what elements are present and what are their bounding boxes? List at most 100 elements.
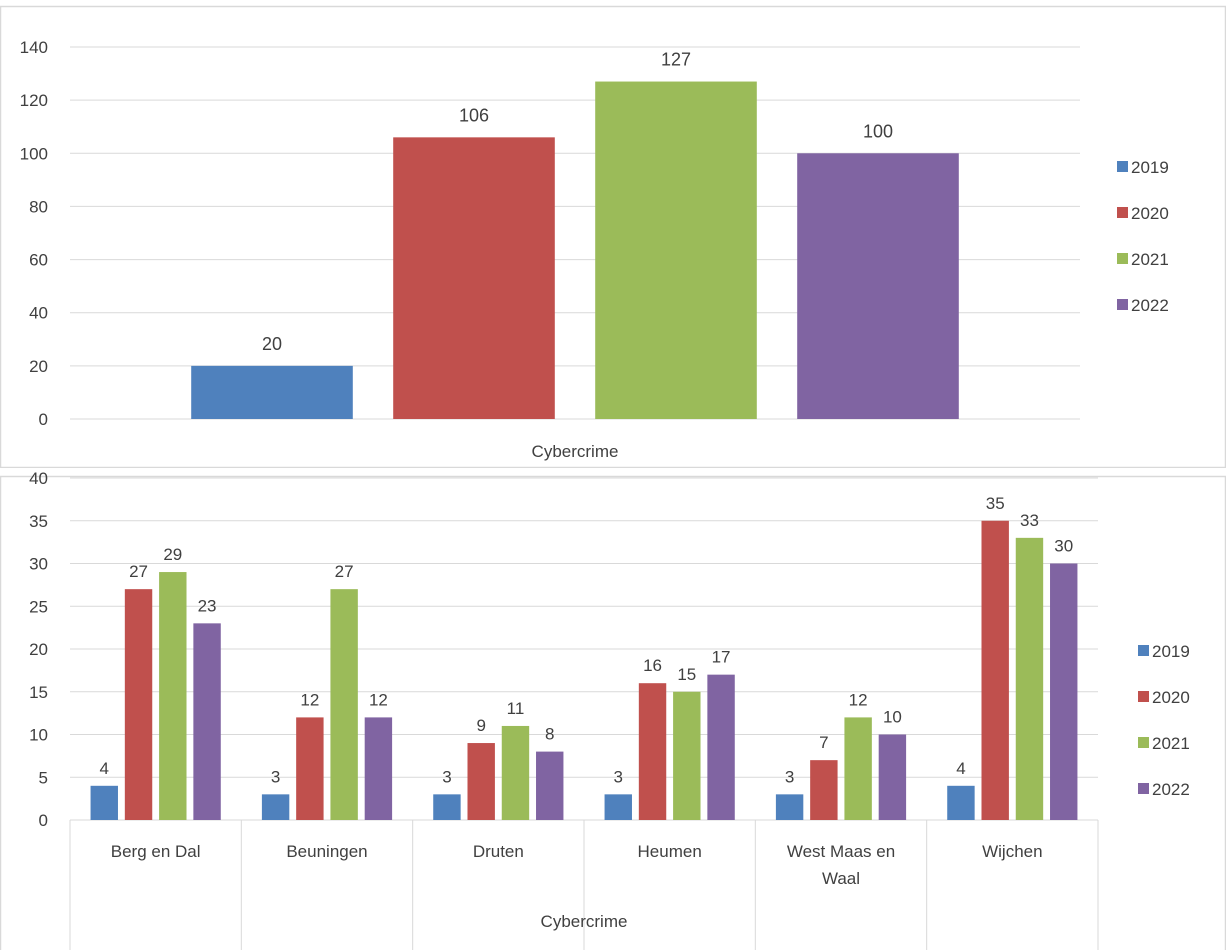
category-label: Heumen (638, 842, 702, 861)
bar-berg-en-dal-2019 (90, 785, 118, 820)
legend-label-2021: 2021 (1152, 734, 1190, 753)
bar-cybercrime-2021 (595, 81, 757, 420)
legend-label-2020: 2020 (1131, 204, 1169, 223)
legend-label-2021: 2021 (1131, 250, 1169, 269)
data-label-heumen-2019: 3 (614, 767, 623, 786)
data-label-cybercrime-2020: 106 (459, 105, 489, 125)
bar-druten-2019 (433, 794, 461, 820)
data-label-beuningen-2020: 12 (300, 690, 319, 709)
legend-swatch-2021 (1138, 737, 1149, 748)
legend-label-2020: 2020 (1152, 688, 1190, 707)
category-label: Druten (473, 842, 524, 861)
bar-wijchen-2021 (1015, 537, 1044, 820)
data-label-west-maas-en-waal-2019: 3 (785, 767, 794, 786)
data-label-west-maas-en-waal-2020: 7 (819, 733, 828, 752)
data-label-wijchen-2022: 30 (1054, 537, 1073, 556)
data-label-wijchen-2021: 33 (1020, 511, 1039, 530)
bar-beuningen-2021 (330, 589, 358, 820)
data-label-wijchen-2019: 4 (956, 759, 965, 778)
category-label: West Maas en (787, 842, 895, 861)
bar-heumen-2020 (638, 683, 667, 820)
data-label-beuningen-2022: 12 (369, 690, 388, 709)
y-tick-label: 40 (29, 469, 48, 488)
legend-swatch-2022 (1117, 299, 1128, 310)
data-label-heumen-2020: 16 (643, 656, 662, 675)
data-label-west-maas-en-waal-2022: 10 (883, 708, 902, 727)
bar-berg-en-dal-2022 (193, 623, 221, 820)
category-label: Beuningen (286, 842, 367, 861)
bar-berg-en-dal-2020 (124, 589, 153, 820)
data-label-druten-2021: 11 (507, 699, 525, 718)
bar-cybercrime-2019 (191, 365, 353, 419)
bar-druten-2021 (501, 725, 530, 820)
legend-swatch-2020 (1117, 207, 1128, 218)
y-tick-label: 140 (20, 38, 48, 57)
y-tick-label: 10 (29, 726, 48, 745)
bar-druten-2020 (467, 743, 495, 820)
bar-beuningen-2022 (364, 717, 393, 820)
y-tick-label: 5 (39, 768, 48, 787)
legend-label-2022: 2022 (1152, 780, 1190, 799)
data-label-berg-en-dal-2019: 4 (100, 759, 109, 778)
data-label-cybercrime-2019: 20 (262, 334, 282, 354)
legend-swatch-2020 (1138, 691, 1149, 702)
legend-label-2022: 2022 (1131, 296, 1169, 315)
y-tick-label: 25 (29, 597, 48, 616)
data-label-cybercrime-2022: 100 (863, 121, 893, 141)
bar-heumen-2022 (707, 674, 735, 820)
bar-west-maas-en-waal-2021 (844, 717, 872, 820)
bar-wijchen-2019 (947, 785, 975, 820)
y-tick-label: 20 (29, 640, 48, 659)
bar-cybercrime-2020 (393, 137, 555, 420)
bar-wijchen-2022 (1050, 563, 1078, 820)
legend-swatch-2022 (1138, 783, 1149, 794)
category-label: Berg en Dal (111, 842, 201, 861)
y-tick-label: 100 (20, 144, 48, 163)
bar-west-maas-en-waal-2019 (775, 794, 804, 820)
x-axis-title: Cybercrime (532, 442, 619, 461)
data-label-heumen-2022: 17 (712, 648, 731, 667)
category-label: Waal (822, 869, 860, 888)
legend-swatch-2019 (1117, 161, 1128, 172)
data-label-beuningen-2021: 27 (335, 562, 354, 581)
data-label-druten-2019: 3 (442, 767, 451, 786)
legend-label-2019: 2019 (1131, 158, 1169, 177)
data-label-west-maas-en-waal-2021: 12 (849, 690, 868, 709)
legend-label-2019: 2019 (1152, 642, 1190, 661)
y-tick-label: 20 (29, 357, 48, 376)
data-label-beuningen-2019: 3 (271, 767, 280, 786)
bar-beuningen-2019 (261, 794, 290, 820)
y-tick-label: 60 (29, 251, 48, 270)
data-label-berg-en-dal-2021: 29 (163, 545, 182, 564)
bar-west-maas-en-waal-2022 (878, 734, 907, 820)
cybercrime-by-municipality-chart: 0 5 10 15 20 25 30 35 40 4 27 29 23 3 12 27 12 3 9 11 8 3 16 15… (0, 469, 1226, 950)
bar-cybercrime-2022 (797, 153, 959, 420)
data-label-heumen-2021: 15 (677, 665, 696, 684)
data-label-druten-2022: 8 (545, 725, 554, 744)
bar-beuningen-2020 (296, 717, 324, 820)
y-tick-label: 120 (20, 91, 48, 110)
legend-swatch-2021 (1117, 253, 1128, 264)
data-label-druten-2020: 9 (476, 716, 485, 735)
y-tick-label: 80 (29, 197, 48, 216)
category-label: Wijchen (982, 842, 1042, 861)
bar-druten-2022 (536, 751, 564, 820)
cybercrime-total-chart: 0 20 40 60 80 100 120 140 20 106 127 100 Cybercrime 2… (0, 5, 1226, 468)
y-tick-label: 40 (29, 304, 48, 323)
y-tick-label: 0 (39, 811, 48, 830)
legend-swatch-2019 (1138, 645, 1149, 656)
bar-berg-en-dal-2021 (159, 572, 187, 820)
y-tick-label: 15 (29, 683, 48, 702)
data-label-berg-en-dal-2022: 23 (198, 596, 217, 615)
data-label-berg-en-dal-2020: 27 (129, 562, 148, 581)
bar-west-maas-en-waal-2020 (810, 760, 838, 820)
bar-heumen-2019 (604, 794, 632, 820)
bar-wijchen-2020 (981, 520, 1009, 820)
bar-heumen-2021 (673, 691, 701, 820)
data-label-wijchen-2020: 35 (986, 494, 1005, 513)
data-label-cybercrime-2021: 127 (661, 50, 691, 70)
x-axis-title: Cybercrime (541, 912, 628, 931)
y-tick-label: 0 (39, 410, 48, 429)
y-tick-label: 30 (29, 555, 48, 574)
y-tick-label: 35 (29, 512, 48, 531)
